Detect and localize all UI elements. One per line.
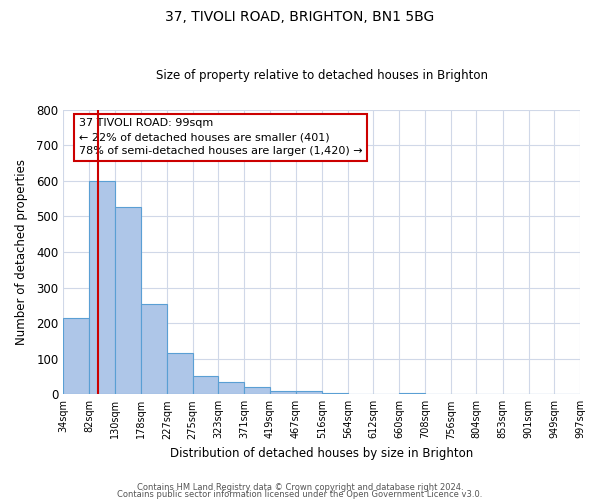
Bar xyxy=(64,318,89,394)
Bar xyxy=(399,392,425,394)
Bar xyxy=(322,392,348,394)
Text: Contains HM Land Registry data © Crown copyright and database right 2024.: Contains HM Land Registry data © Crown c… xyxy=(137,484,463,492)
Bar xyxy=(218,382,244,394)
Bar xyxy=(193,376,218,394)
Y-axis label: Number of detached properties: Number of detached properties xyxy=(15,159,28,345)
Bar xyxy=(115,208,140,394)
Bar xyxy=(89,180,115,394)
Bar xyxy=(140,304,167,394)
Bar xyxy=(244,387,270,394)
Text: Contains public sector information licensed under the Open Government Licence v3: Contains public sector information licen… xyxy=(118,490,482,499)
Bar xyxy=(296,392,322,394)
Bar xyxy=(167,354,193,395)
Bar xyxy=(270,390,296,394)
Text: 37 TIVOLI ROAD: 99sqm
← 22% of detached houses are smaller (401)
78% of semi-det: 37 TIVOLI ROAD: 99sqm ← 22% of detached … xyxy=(79,118,362,156)
Title: Size of property relative to detached houses in Brighton: Size of property relative to detached ho… xyxy=(156,69,488,82)
X-axis label: Distribution of detached houses by size in Brighton: Distribution of detached houses by size … xyxy=(170,447,473,460)
Text: 37, TIVOLI ROAD, BRIGHTON, BN1 5BG: 37, TIVOLI ROAD, BRIGHTON, BN1 5BG xyxy=(166,10,434,24)
